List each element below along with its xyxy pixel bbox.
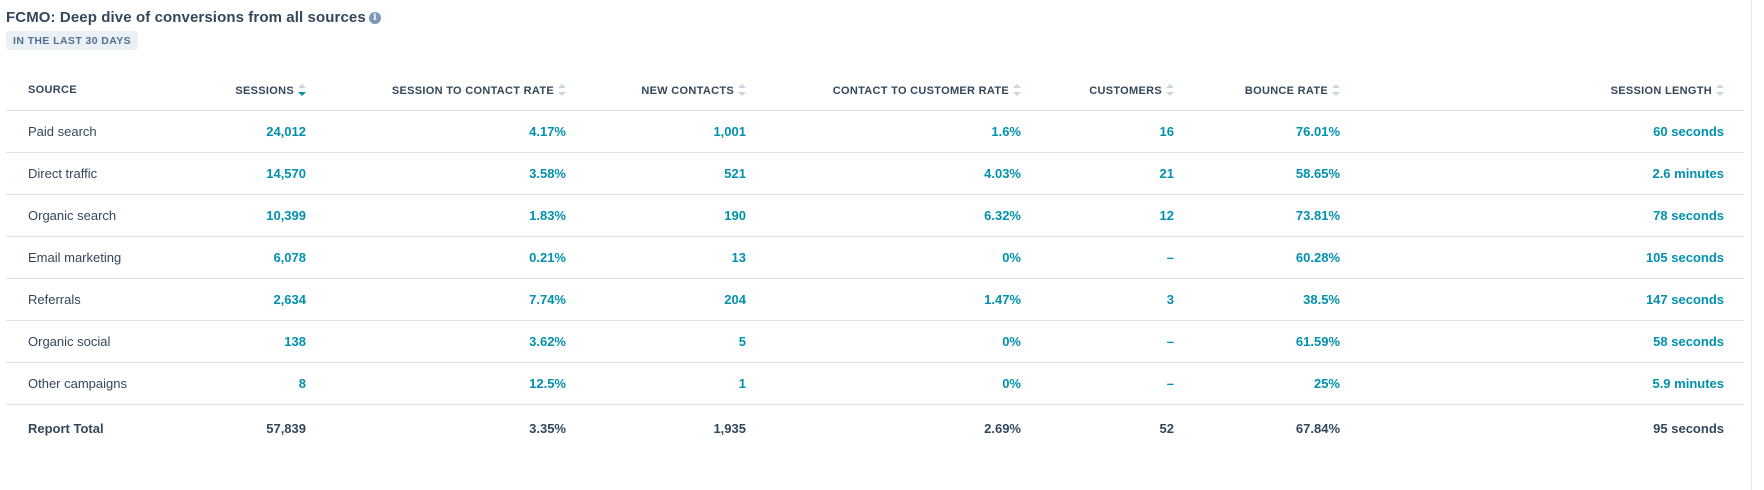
report-header: FCMO: Deep dive of conversions from all … <box>6 9 381 50</box>
total-cell-sessions: 57,839 <box>266 420 306 436</box>
report-total-row: Report Total 57,839 3.35% 1,935 2.69% 52 67.84… <box>6 405 1744 452</box>
total-cell-new-contacts: 1,935 <box>713 420 746 436</box>
cell-new-contacts[interactable]: 190 <box>586 194 766 237</box>
cell-contact-to-customer-rate[interactable]: 1.47% <box>766 278 1041 321</box>
cell-bounce-rate[interactable]: 73.81% <box>1194 194 1360 237</box>
conversions-table: SOURCE SESSIONS SESSION TO CONTACT RATE … <box>6 70 1744 451</box>
cell-session-to-contact-rate[interactable]: 0.21% <box>326 236 586 279</box>
sort-icon <box>1013 83 1021 96</box>
cell-sessions[interactable]: 14,570 <box>166 152 326 195</box>
table-row: Organic social 138 3.62% 5 0% –61.59% 58 secon… <box>6 320 1744 363</box>
cell-customers[interactable]: 3 <box>1041 278 1194 321</box>
cell-bounce-rate[interactable]: 38.5% <box>1194 278 1360 321</box>
cell-new-contacts[interactable]: 204 <box>586 278 766 321</box>
cell-new-contacts[interactable]: 5 <box>586 320 766 363</box>
cell-session-to-contact-rate[interactable]: 4.17% <box>326 110 586 153</box>
cell-session-length[interactable]: 147 seconds <box>1360 278 1744 321</box>
cell-session-length[interactable]: 60 seconds <box>1360 110 1744 153</box>
sort-icon <box>1716 83 1724 96</box>
total-cell-contact-to-customer-rate: 2.69% <box>984 420 1021 436</box>
cell-session-to-contact-rate[interactable]: 7.74% <box>326 278 586 321</box>
cell-new-contacts[interactable]: 1 <box>586 362 766 405</box>
cell-contact-to-customer-rate[interactable]: 4.03% <box>766 152 1041 195</box>
table-header-row: SOURCE SESSIONS SESSION TO CONTACT RATE … <box>6 70 1744 111</box>
column-header-sessions[interactable]: SESSIONS <box>166 70 326 111</box>
cell-contact-to-customer-rate[interactable]: 1.6% <box>766 110 1041 153</box>
column-header-new-contacts[interactable]: NEW CONTACTS <box>586 70 766 111</box>
cell-session-length[interactable]: 58 seconds <box>1360 320 1744 363</box>
column-header-source[interactable]: SOURCE <box>6 70 166 111</box>
cell-new-contacts[interactable]: 1,001 <box>586 110 766 153</box>
title-row: FCMO: Deep dive of conversions from all … <box>6 9 381 26</box>
sort-icon <box>738 83 746 96</box>
table-row: Email marketing 6,078 0.21% 13 0% –60.28% 105 … <box>6 236 1744 279</box>
total-cell-customers: 52 <box>1159 420 1174 436</box>
cell-sessions[interactable]: 2,634 <box>166 278 326 321</box>
total-cell-source: Report Total <box>28 420 104 436</box>
cell-customers[interactable]: 12 <box>1041 194 1194 237</box>
table-row: Other campaigns 8 12.5% 1 0% –25% 5.9 minutes <box>6 362 1744 405</box>
cell-sessions[interactable]: 6,078 <box>166 236 326 279</box>
cell-new-contacts[interactable]: 521 <box>586 152 766 195</box>
total-cell-session-length: 95 seconds <box>1653 420 1724 436</box>
cell-bounce-rate[interactable]: 60.28% <box>1194 236 1360 279</box>
cell-source: Paid search <box>6 110 166 153</box>
column-header-session-length[interactable]: SESSION LENGTH <box>1360 70 1744 111</box>
column-header-bounce-rate[interactable]: BOUNCE RATE <box>1194 70 1360 111</box>
cell-session-to-contact-rate[interactable]: 3.58% <box>326 152 586 195</box>
cell-contact-to-customer-rate[interactable]: 6.32% <box>766 194 1041 237</box>
cell-source: Referrals <box>6 278 166 321</box>
table-row: Paid search 24,012 4.17% 1,001 1.6% 16 76.01% 6… <box>6 110 1744 153</box>
cell-source: Other campaigns <box>6 362 166 405</box>
cell-new-contacts[interactable]: 13 <box>586 236 766 279</box>
cell-contact-to-customer-rate[interactable]: 0% <box>766 236 1041 279</box>
column-header-customers[interactable]: CUSTOMERS <box>1041 70 1194 111</box>
sort-icon <box>1332 83 1340 96</box>
total-cell-bounce-rate: 67.84% <box>1295 420 1340 436</box>
cell-customers[interactable]: 16 <box>1041 110 1194 153</box>
date-range-badge: IN THE LAST 30 DAYS <box>6 31 139 50</box>
cell-session-to-contact-rate[interactable]: 12.5% <box>326 362 586 405</box>
cell-contact-to-customer-rate[interactable]: 0% <box>766 362 1041 405</box>
cell-contact-to-customer-rate[interactable]: 0% <box>766 320 1041 363</box>
total-cell-session-to-contact-rate: 3.35% <box>529 420 566 436</box>
cell-bounce-rate[interactable]: 25% <box>1194 362 1360 405</box>
cell-source: Organic search <box>6 194 166 237</box>
cell-sessions[interactable]: 10,399 <box>166 194 326 237</box>
table-row: Organic search 10,399 1.83% 190 6.32% 12 73.81… <box>6 194 1744 237</box>
cell-bounce-rate[interactable]: 76.01% <box>1194 110 1360 153</box>
cell-session-length[interactable]: 105 seconds <box>1360 236 1744 279</box>
table-body: Paid search 24,012 4.17% 1,001 1.6% 16 76.01% 6… <box>6 110 1744 452</box>
cell-customers: – <box>1041 236 1194 279</box>
cell-customers[interactable]: 21 <box>1041 152 1194 195</box>
cell-customers: – <box>1041 362 1194 405</box>
cell-bounce-rate[interactable]: 61.59% <box>1194 320 1360 363</box>
cell-session-length[interactable]: 2.6 minutes <box>1360 152 1744 195</box>
cell-sessions[interactable]: 138 <box>166 320 326 363</box>
cell-bounce-rate[interactable]: 58.65% <box>1194 152 1360 195</box>
scroll-panel-edge <box>1751 0 1764 490</box>
info-icon[interactable]: i <box>368 11 381 24</box>
cell-customers: – <box>1041 320 1194 363</box>
sort-descending-icon <box>298 83 306 96</box>
column-header-contact-to-customer-rate[interactable]: CONTACT TO CUSTOMER RATE <box>766 70 1041 111</box>
cell-source: Email marketing <box>6 236 166 279</box>
table-row: Direct traffic 14,570 3.58% 521 4.03% 21 58.65… <box>6 152 1744 195</box>
sort-icon <box>1166 83 1174 96</box>
report-title: FCMO: Deep dive of conversions from all … <box>6 9 366 26</box>
cell-session-length[interactable]: 5.9 minutes <box>1360 362 1744 405</box>
cell-source: Organic social <box>6 320 166 363</box>
cell-sessions[interactable]: 8 <box>166 362 326 405</box>
cell-session-to-contact-rate[interactable]: 3.62% <box>326 320 586 363</box>
cell-session-to-contact-rate[interactable]: 1.83% <box>326 194 586 237</box>
sort-icon <box>558 83 566 96</box>
cell-source: Direct traffic <box>6 152 166 195</box>
cell-sessions[interactable]: 24,012 <box>166 110 326 153</box>
column-header-session-to-contact-rate[interactable]: SESSION TO CONTACT RATE <box>326 70 586 111</box>
table-row: Referrals 2,634 7.74% 204 1.47% 3 38.5% 147 sec… <box>6 278 1744 321</box>
cell-session-length[interactable]: 78 seconds <box>1360 194 1744 237</box>
